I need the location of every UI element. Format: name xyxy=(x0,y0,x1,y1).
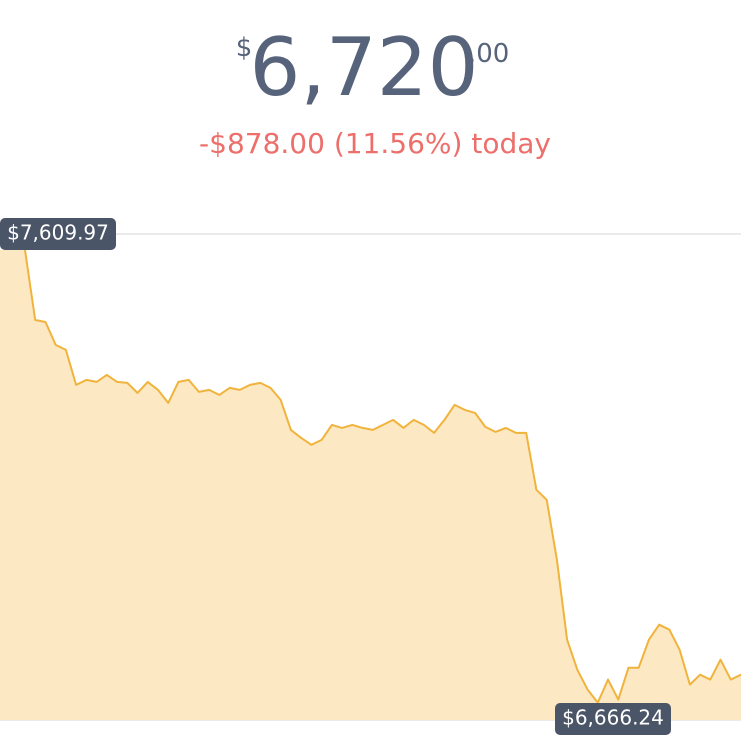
high-tag: $7,609.97 xyxy=(0,218,116,250)
daily-change: -$878.00 (11.56%) today xyxy=(199,127,551,160)
low-label: $6,666.24 xyxy=(562,706,664,730)
low-tag: $6,666.24 xyxy=(555,703,671,735)
high-label: $7,609.97 xyxy=(7,221,109,245)
currency-symbol: $ xyxy=(236,33,253,63)
price-area xyxy=(0,250,741,720)
price-cents: .00 xyxy=(468,39,509,69)
plot xyxy=(0,249,741,720)
high-tag-bg xyxy=(0,218,116,250)
low-tag-bg xyxy=(555,703,671,735)
current-price: 6,720 xyxy=(249,21,478,114)
price-line xyxy=(24,249,741,704)
